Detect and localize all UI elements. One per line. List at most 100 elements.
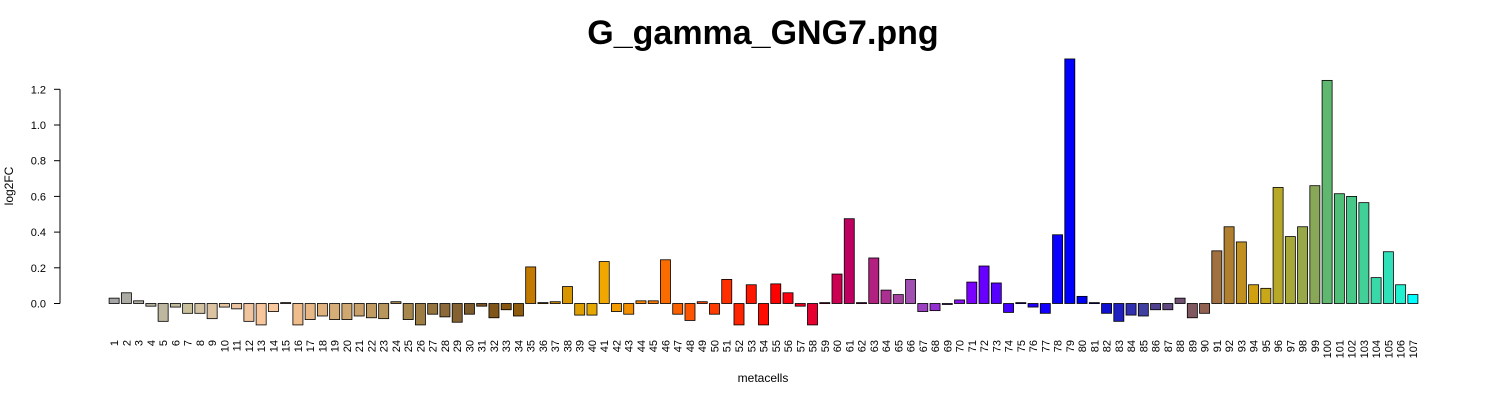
bar-29 [451,303,463,323]
x-tick-label: 84 [1126,340,1138,352]
bar-30 [464,303,475,315]
bar-105 [1382,251,1394,304]
x-tick-label: 91 [1212,340,1224,352]
x-tick-label: 39 [575,340,587,352]
y-tick-label: 0.2 [31,263,46,275]
bar-65 [892,294,904,304]
x-tick-label: 43 [624,340,636,352]
bar-41 [598,261,610,304]
bar-32 [488,303,500,319]
bars [108,58,1419,326]
x-tick-label: 36 [538,340,550,352]
x-tick-label: 92 [1224,340,1236,352]
x-tick-label: 89 [1187,340,1199,352]
bar-107 [1407,294,1419,304]
x-tick-label: 74 [1004,340,1016,352]
x-tick-label: 19 [330,340,342,352]
x-tick-label: 11 [232,340,244,351]
bar-74 [1003,303,1014,313]
x-tick-label: 82 [1102,340,1114,352]
x-tick-label: 18 [317,340,329,352]
bar-26 [415,303,426,326]
x-axis-title: metacells [738,371,789,385]
x-tick-label: 30 [464,340,476,352]
x-tick-label: 24 [391,340,403,352]
bar-52 [733,303,745,326]
x-tick-label: 14 [268,340,280,352]
bar-81 [1088,302,1100,305]
x-tick-label: 105 [1383,340,1395,358]
bar-16 [292,303,304,326]
bar-89 [1186,303,1198,319]
x-tick-label: 22 [366,340,378,352]
bar-60 [831,273,843,304]
y-tick-label: 1.2 [31,84,46,96]
x-tick-label: 103 [1359,340,1371,358]
bar-39 [574,303,586,316]
x-tick-label: 64 [881,340,893,352]
y-axis: 0.0 0.2 0.4 0.6 0.8 1.0 1.2 [31,84,61,311]
x-tick-label: 45 [648,340,660,352]
bar-69 [941,303,953,305]
bar-80 [1076,295,1088,304]
x-tick-label: 62 [857,340,869,352]
bar-17 [304,303,316,320]
bar-42 [611,303,622,312]
bar-96 [1272,187,1284,304]
x-tick-label: 107 [1408,340,1420,358]
x-tick-label: 95 [1261,340,1273,352]
x-tick-label: 68 [930,340,942,352]
bar-82 [1101,303,1112,314]
bar-6 [169,303,181,308]
bar-77 [1039,303,1051,314]
x-tick-label: 44 [636,340,648,352]
x-tick-label: 94 [1249,340,1261,352]
x-tick-label: 25 [403,340,415,352]
x-tick-label: 38 [562,340,574,352]
bar-35 [525,266,537,304]
x-tick-label: 42 [611,340,623,352]
bar-23 [378,303,390,320]
bar-84 [1125,303,1137,316]
bar-90 [1199,303,1211,314]
bar-15 [280,302,292,305]
x-tick-label: 15 [281,340,293,352]
x-tick-label: 33 [501,340,513,352]
bar-72 [978,265,990,304]
x-tick-label: 69 [942,340,954,352]
x-tick-label: 54 [759,340,771,352]
x-tick-label: 86 [1151,340,1163,352]
x-tick-label: 59 [820,340,832,352]
bar-56 [782,292,794,304]
bar-97 [1284,236,1296,304]
x-tick-label: 96 [1273,340,1285,352]
x-tick-label: 63 [869,340,881,352]
x-tick-label: 21 [354,340,366,352]
bar-48 [684,303,696,321]
bar-13 [255,303,267,326]
x-tick-label: 40 [587,340,599,352]
x-tick-label: 57 [795,340,807,352]
x-tick-label: 29 [452,340,464,352]
bar-64 [880,289,892,304]
x-tick-label: 46 [660,340,672,352]
x-tick-label: 99 [1310,340,1322,352]
x-tick-labels: 1 2 3 4 5 6 7 8 9 10 11 12 13 14 15 16 17 18 19 20 21 22 23 24 2… [109,340,1420,358]
bar-94 [1248,284,1260,304]
x-tick-label: 20 [342,340,354,352]
bar-9 [206,303,218,320]
bar-76 [1027,303,1039,308]
x-tick-label: 106 [1396,340,1408,358]
x-tick-label: 66 [906,340,918,352]
x-tick-label: 76 [1028,340,1040,352]
bar-47 [672,303,684,315]
x-tick-label: 26 [415,340,427,352]
bar-91 [1211,250,1223,304]
bar-100 [1321,79,1333,304]
bar-63 [868,257,880,304]
x-tick-label: 72 [979,340,991,352]
bar-55 [770,283,782,304]
x-tick-label: 5 [158,340,170,346]
x-tick-label: 1 [109,340,121,346]
x-tick-label: 93 [1236,340,1248,352]
